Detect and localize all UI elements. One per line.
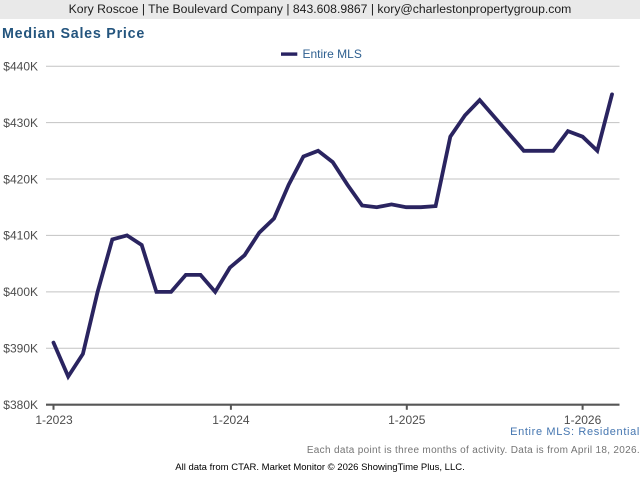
svg-text:$430K: $430K xyxy=(3,116,38,130)
svg-text:1-2023: 1-2023 xyxy=(35,413,73,427)
svg-text:$380K: $380K xyxy=(3,398,38,412)
svg-text:$410K: $410K xyxy=(3,229,38,243)
svg-text:Entire MLS: Entire MLS xyxy=(303,47,362,61)
svg-text:1-2025: 1-2025 xyxy=(388,413,426,427)
svg-text:$440K: $440K xyxy=(3,60,38,74)
svg-text:$400K: $400K xyxy=(3,285,38,299)
svg-text:1-2026: 1-2026 xyxy=(564,413,602,427)
svg-text:$390K: $390K xyxy=(3,342,38,356)
svg-text:1-2024: 1-2024 xyxy=(212,413,250,427)
svg-text:$420K: $420K xyxy=(3,172,38,186)
